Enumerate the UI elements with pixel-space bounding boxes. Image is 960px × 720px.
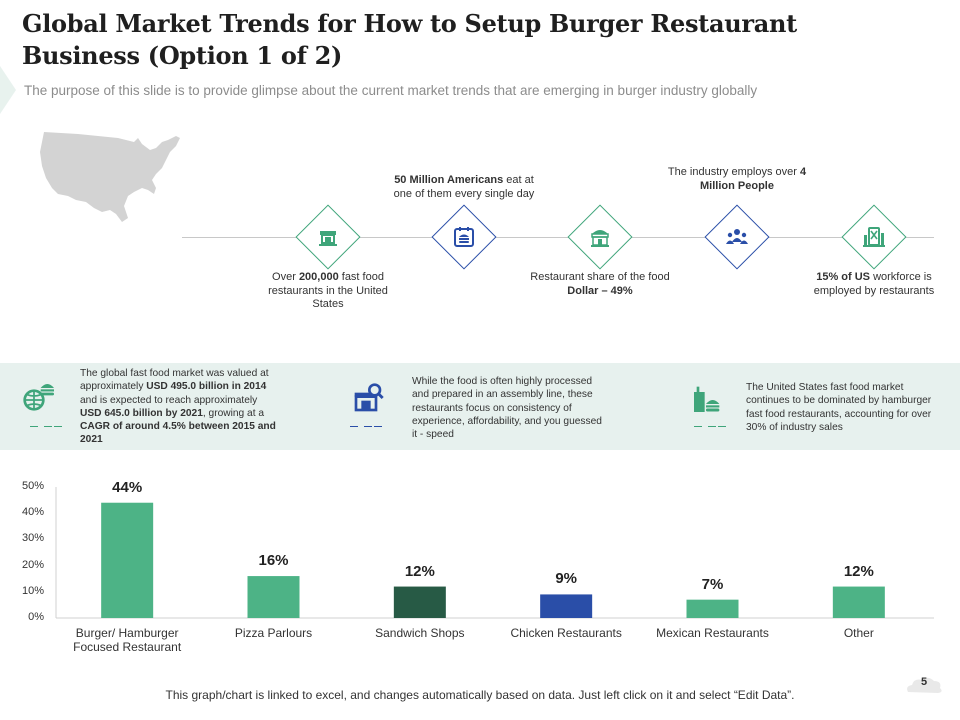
bar-chart-plot bbox=[55, 487, 934, 619]
timeline-icon-holder bbox=[704, 204, 770, 270]
band-text-1: The global fast food market was valued a… bbox=[80, 367, 276, 447]
page-subtitle: The purpose of this slide is to provide … bbox=[24, 83, 758, 98]
globe-burger-icon bbox=[23, 384, 54, 411]
bar-value-label: 12% bbox=[404, 562, 435, 580]
footer-note: This graph/chart is linked to excel, and… bbox=[165, 688, 795, 702]
highlight-text: 4 Million People bbox=[700, 166, 807, 192]
decorative-dash bbox=[374, 426, 382, 427]
bar-3 bbox=[393, 586, 446, 618]
decorative-dash bbox=[54, 426, 62, 427]
bar-4 bbox=[540, 594, 593, 618]
restaurant-sign-icon bbox=[863, 227, 885, 247]
y-tick-label: 30% bbox=[21, 532, 44, 545]
band-text-2: While the food is often highly processed… bbox=[412, 375, 607, 441]
x-category-label: Pizza Parlours bbox=[234, 626, 313, 640]
bar-value-label: 16% bbox=[258, 552, 289, 570]
body-text: The global fast food market was valued a… bbox=[80, 368, 269, 393]
timeline-text-3: Restaurant share of the food Dollar – 49… bbox=[525, 271, 675, 298]
x-category-label: Mexican Restaurants bbox=[656, 626, 769, 640]
y-tick-label: 10% bbox=[21, 584, 44, 597]
highlight-text: 200,000 bbox=[298, 271, 339, 283]
bar-value-label: 7% bbox=[701, 575, 724, 593]
body-text: workforce is employed by restaurants bbox=[813, 271, 935, 297]
body-text: The United States fast food market conti… bbox=[746, 382, 932, 433]
bar-value-label: 44% bbox=[112, 478, 143, 496]
timeline-icon-holder bbox=[567, 204, 633, 270]
band-icon-holder bbox=[22, 380, 54, 417]
timeline-icon-holder bbox=[431, 204, 497, 270]
timeline-icon-holder bbox=[841, 204, 907, 270]
decorative-dash bbox=[30, 426, 38, 427]
corner-decoration bbox=[0, 66, 16, 114]
timeline-text-5: 15% of US workforce is employed by resta… bbox=[804, 271, 944, 298]
info-band bbox=[0, 363, 960, 450]
highlight-text: Dollar – 49% bbox=[567, 284, 633, 297]
decorative-dash bbox=[718, 426, 726, 427]
highlight-text: 50 Million Americans bbox=[394, 174, 504, 186]
body-text: , growing at a bbox=[202, 407, 265, 419]
y-tick-label: 40% bbox=[21, 506, 44, 519]
body-text: Over bbox=[272, 271, 299, 283]
decorative-dash bbox=[694, 426, 702, 427]
bar-1 bbox=[101, 502, 154, 618]
page-number-badge: 5 bbox=[904, 674, 944, 696]
body-text: Restaurant share of the food bbox=[530, 271, 670, 283]
x-category-label: Chicken Restaurants bbox=[510, 626, 622, 640]
decorative-dash bbox=[708, 426, 716, 427]
cloud-badge-icon bbox=[907, 677, 942, 693]
x-category-label: Other bbox=[843, 626, 874, 640]
page-number: 5 bbox=[920, 676, 928, 688]
timeline-icon-holder bbox=[295, 204, 361, 270]
bar-5 bbox=[686, 599, 739, 618]
band-icon-holder bbox=[352, 382, 384, 419]
highlight-text: USD 645.0 billion by 2021 bbox=[80, 407, 203, 419]
y-tick-label: 50% bbox=[21, 480, 44, 492]
y-tick-label: 20% bbox=[21, 558, 44, 571]
bar-value-label: 9% bbox=[555, 570, 577, 588]
body-text: While the food is often highly processed… bbox=[412, 376, 602, 441]
highlight-text: USD 495.0 billion in 2014 bbox=[146, 381, 267, 393]
people-group-icon bbox=[726, 229, 748, 244]
x-category-label: Burger/ Hamburger Focused Restaurant bbox=[73, 626, 182, 654]
decorative-dash bbox=[364, 426, 372, 427]
decorative-dash bbox=[44, 426, 52, 427]
burger-calendar-icon bbox=[454, 227, 474, 247]
highlight-text: 15% of US bbox=[816, 271, 871, 283]
body-text: The industry employs over bbox=[667, 166, 800, 178]
bar-2 bbox=[247, 576, 300, 618]
timeline-text-2: 50 Million Americans eat at one of them … bbox=[389, 174, 539, 201]
y-tick-label: 0% bbox=[28, 611, 44, 623]
restaurant-building-icon bbox=[591, 230, 609, 247]
burger-drink-icon bbox=[694, 386, 720, 412]
band-icon-holder bbox=[690, 384, 722, 421]
x-category-label: Sandwich Shops bbox=[375, 626, 465, 640]
page-title: Global Market Trends for How to Setup Bu… bbox=[22, 9, 797, 70]
bar-value-label: 12% bbox=[843, 562, 874, 580]
timeline-text-4: The industry employs over 4 Million Peop… bbox=[662, 166, 812, 193]
timeline-text-1: Over 200,000 fast food restaurants in th… bbox=[253, 271, 403, 312]
timeline-line bbox=[182, 237, 934, 238]
body-text: fast food restaurants in the United Stat… bbox=[268, 271, 388, 310]
usa-map-icon bbox=[40, 132, 180, 222]
band-text-3: The United States fast food market conti… bbox=[746, 381, 946, 434]
highlight-text: CAGR of around 4.5% between 2015 and 202… bbox=[80, 421, 276, 446]
food-store-icon bbox=[319, 231, 337, 246]
body-text: eat at one of them every single day bbox=[393, 174, 535, 200]
bar-chart: 0% 10% 20% 30% 40% 50% 44% Burger/ Hamburger Fo… bbox=[0, 470, 960, 660]
bar-6 bbox=[832, 586, 885, 618]
decorative-dash bbox=[350, 426, 358, 427]
body-text: and is expected to reach approximately bbox=[80, 394, 258, 406]
shop-search-icon bbox=[354, 383, 384, 412]
